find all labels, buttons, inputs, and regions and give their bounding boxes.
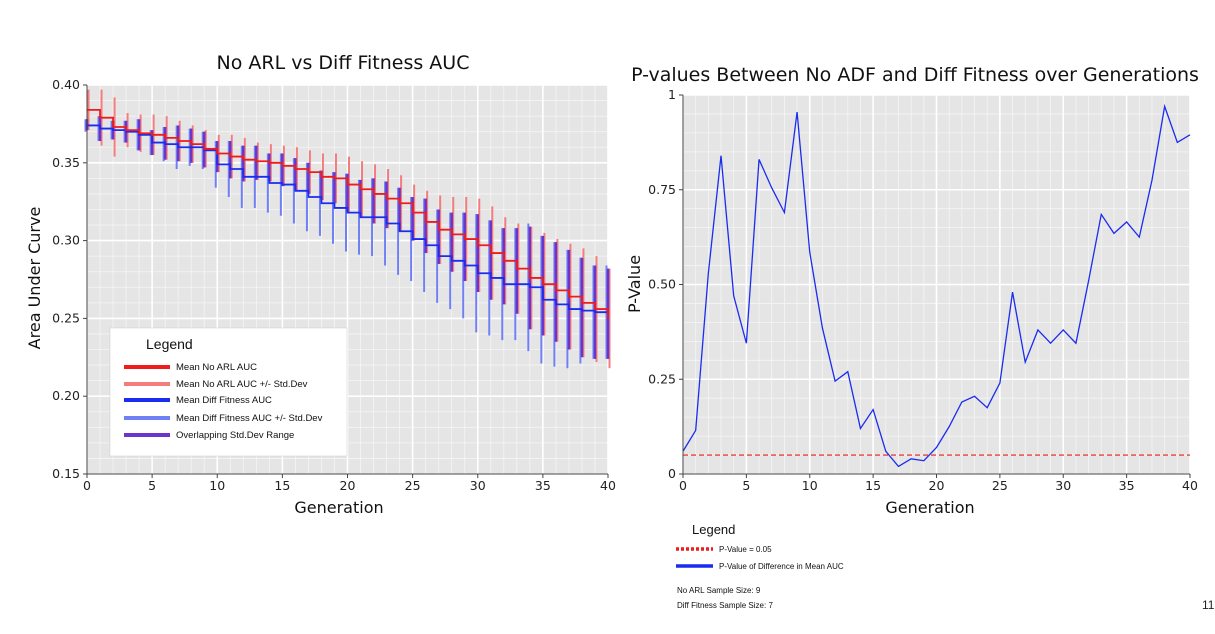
- y-axis-label: Area Under Curve: [25, 207, 44, 350]
- x-tick-label: 15: [274, 478, 290, 493]
- legend-title: Legend: [692, 522, 735, 537]
- y-tick-label: 0.25: [648, 371, 676, 386]
- x-tick-label: 40: [1182, 478, 1198, 493]
- legend-label: Overlapping Std.Dev Range: [176, 430, 294, 441]
- series-line: [87, 124, 608, 314]
- legend: Legend P-Value = 0.05 P-Value of Differen…: [676, 522, 844, 610]
- x-axis-label: Generation: [885, 498, 974, 517]
- y-tick-label: 0: [668, 466, 676, 481]
- y-tick-label: 0.50: [648, 277, 676, 292]
- x-tick-label: 5: [742, 478, 750, 493]
- legend: Legend Mean No ARL AUC Mean No ARL AUC +/…: [109, 327, 348, 457]
- legend-label: Mean No ARL AUC +/- Std.Dev: [176, 379, 308, 390]
- x-tick-label: 0: [679, 478, 687, 493]
- y-tick-label: 0.40: [52, 77, 80, 92]
- grid: [682, 94, 1191, 475]
- y-tick-label: 0.20: [52, 388, 80, 403]
- x-tick-label: 20: [929, 478, 945, 493]
- x-tick-label: 20: [340, 478, 356, 493]
- y-tick-label: 0.30: [52, 233, 80, 248]
- legend-label: Mean Diff Fitness AUC: [176, 395, 272, 406]
- page-number: 11: [1202, 598, 1215, 612]
- y-tick-label: 1: [668, 87, 676, 102]
- x-tick-label: 0: [83, 478, 91, 493]
- legend-label: Mean Diff Fitness AUC +/- Std.Dev: [176, 413, 323, 424]
- x-tick-label: 25: [992, 478, 1008, 493]
- y-tick-label: 0.35: [52, 155, 80, 170]
- y-tick-label: 0.25: [52, 310, 80, 325]
- legend-label: P-Value of Difference in Mean AUC: [719, 562, 844, 571]
- pvalue-chart: P-values Between No ADF and Diff Fitness…: [625, 64, 1199, 610]
- legend-items: P-Value = 0.05 P-Value of Difference in M…: [676, 545, 844, 571]
- y-tick-label: 0.75: [648, 182, 676, 197]
- x-tick-label: 25: [405, 478, 421, 493]
- legend-label: P-Value = 0.05: [719, 545, 772, 554]
- series-lines: [87, 108, 609, 319]
- x-tick-label: 10: [802, 478, 818, 493]
- series-lines: [682, 103, 1191, 468]
- x-tick-label: 30: [470, 478, 486, 493]
- legend-items: Mean No ARL AUC Mean No ARL AUC +/- Std.D…: [124, 362, 323, 441]
- y-tick-label: 0.15: [52, 466, 80, 481]
- x-tick-label: 35: [1119, 478, 1135, 493]
- chart-title: No ARL vs Diff Fitness AUC: [217, 52, 470, 74]
- x-tick-label: 30: [1055, 478, 1071, 493]
- x-tick-label: 15: [865, 478, 881, 493]
- pvalue-line: [682, 103, 1191, 468]
- x-tick-label: 40: [600, 478, 616, 493]
- legend-label: Mean No ARL AUC: [176, 362, 257, 373]
- series-line: [87, 108, 609, 319]
- sample-size-note-2: Diff Fitness Sample Size: 7: [677, 601, 773, 610]
- axes: 0 5 10 15 20 25 30 35 40 0.15 0.20 0.25 0.30 0.35 0.40: [52, 77, 616, 493]
- chart-title: P-values Between No ADF and Diff Fitness…: [631, 64, 1199, 86]
- auc-chart: No ARL vs Diff Fitness AUC 0 5 10 15 20 25 30 3…: [25, 52, 616, 517]
- x-axis-label: Generation: [294, 498, 383, 517]
- y-axis-label: P-Value: [625, 255, 644, 313]
- legend-title: Legend: [146, 336, 193, 352]
- x-tick-label: 10: [209, 478, 225, 493]
- x-tick-label: 5: [148, 478, 156, 493]
- axes: 0 5 10 15 20 25 30 35 40 0 0.25 0.50 0.75 1: [648, 87, 1198, 493]
- sample-size-note-1: No ARL Sample Size: 9: [677, 586, 761, 595]
- x-tick-label: 35: [535, 478, 551, 493]
